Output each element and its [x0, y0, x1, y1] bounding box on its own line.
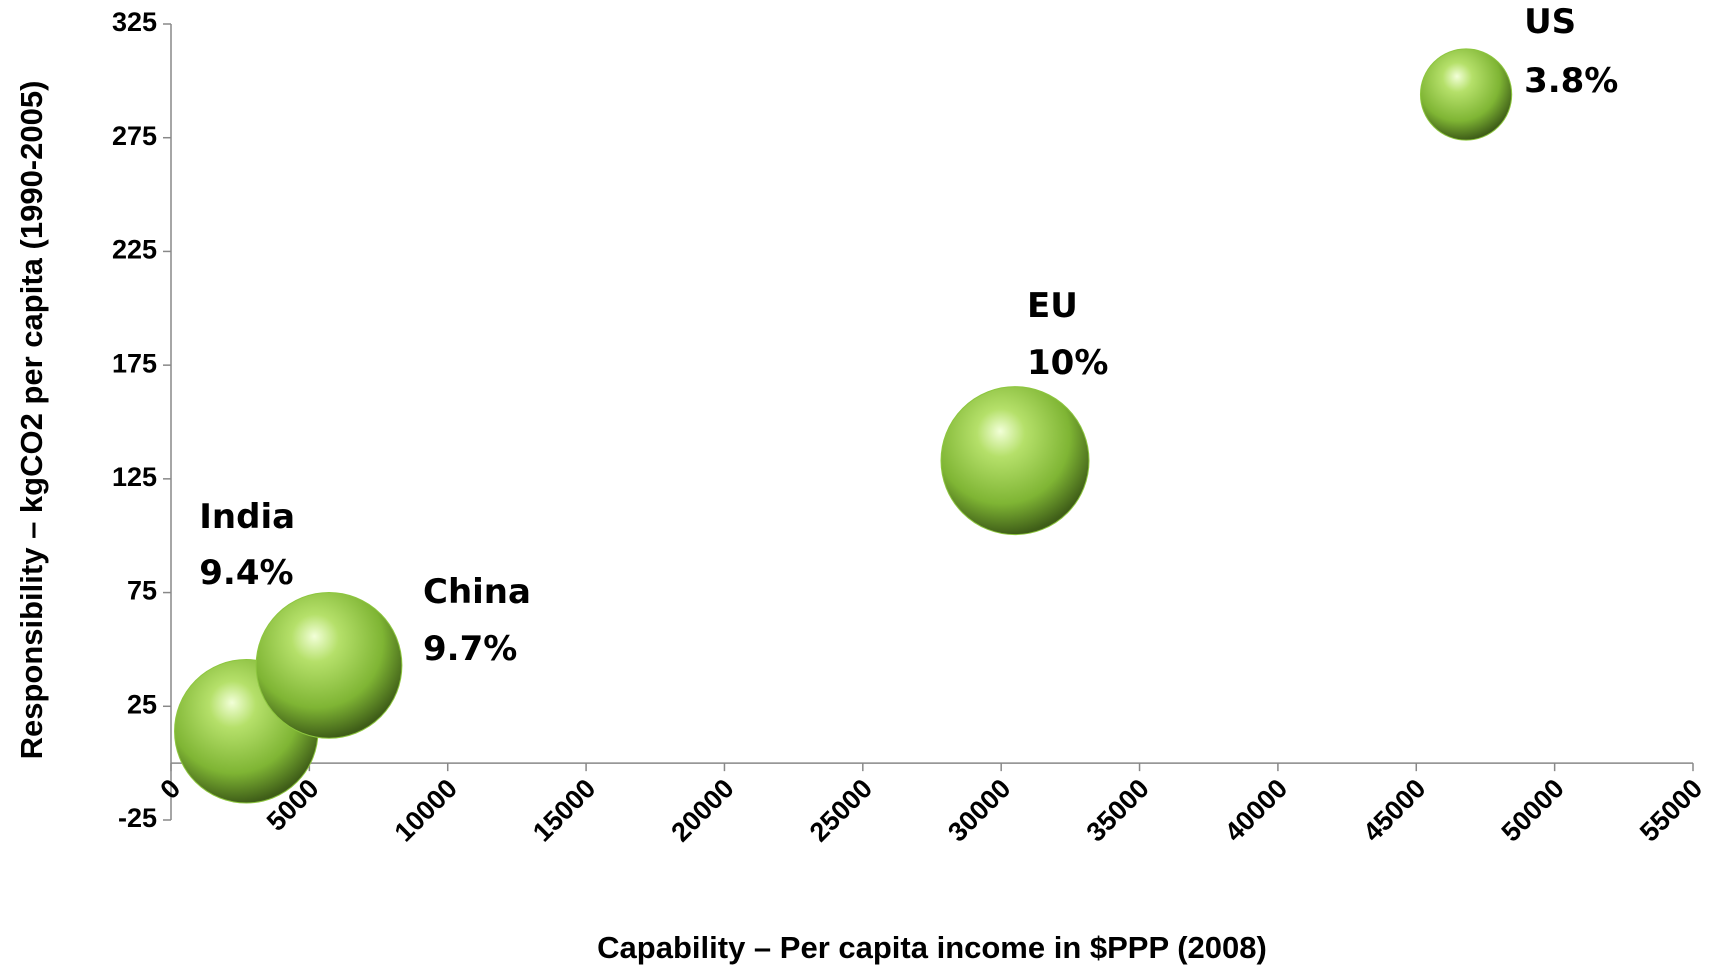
y-tick-label: 75: [127, 576, 157, 606]
x-tick-label: 15000: [527, 773, 601, 847]
point-label: EU: [1027, 286, 1078, 326]
y-tick-label: 275: [112, 121, 157, 151]
point-label: China: [423, 572, 531, 612]
x-tick-label: 20000: [665, 773, 739, 847]
point-label: India: [199, 497, 295, 537]
y-tick-label: 25: [127, 689, 157, 719]
size-label: 3.8%: [1524, 61, 1618, 101]
x-axis-title: Capability – Per capita income in $PPP (…: [597, 930, 1267, 965]
size-label: 9.4%: [199, 553, 293, 593]
x-tick-label: 45000: [1357, 773, 1431, 847]
y-tick-label: 225: [112, 235, 157, 265]
bubble: [255, 591, 403, 739]
x-tick-label: 35000: [1081, 773, 1155, 847]
bubble: [1419, 48, 1513, 141]
y-tick-label: -25: [118, 803, 157, 833]
bubble: [940, 386, 1090, 536]
x-tick-label: 40000: [1219, 773, 1293, 847]
y-tick-label: 175: [112, 348, 157, 378]
size-label: 10%: [1027, 343, 1108, 383]
size-label: 9.7%: [423, 629, 517, 669]
point-label: US: [1524, 2, 1576, 42]
y-tick-label: 125: [112, 462, 157, 492]
x-tick-label: 10000: [389, 773, 463, 847]
x-tick-label: 30000: [942, 773, 1016, 847]
x-tick-label: 25000: [804, 773, 878, 847]
y-axis-title: Responsibility – kgCO2 per capita (1990-…: [14, 81, 49, 760]
x-tick-label: 50000: [1496, 773, 1570, 847]
y-tick-label: 325: [112, 7, 157, 37]
x-tick-label: 55000: [1634, 773, 1708, 847]
